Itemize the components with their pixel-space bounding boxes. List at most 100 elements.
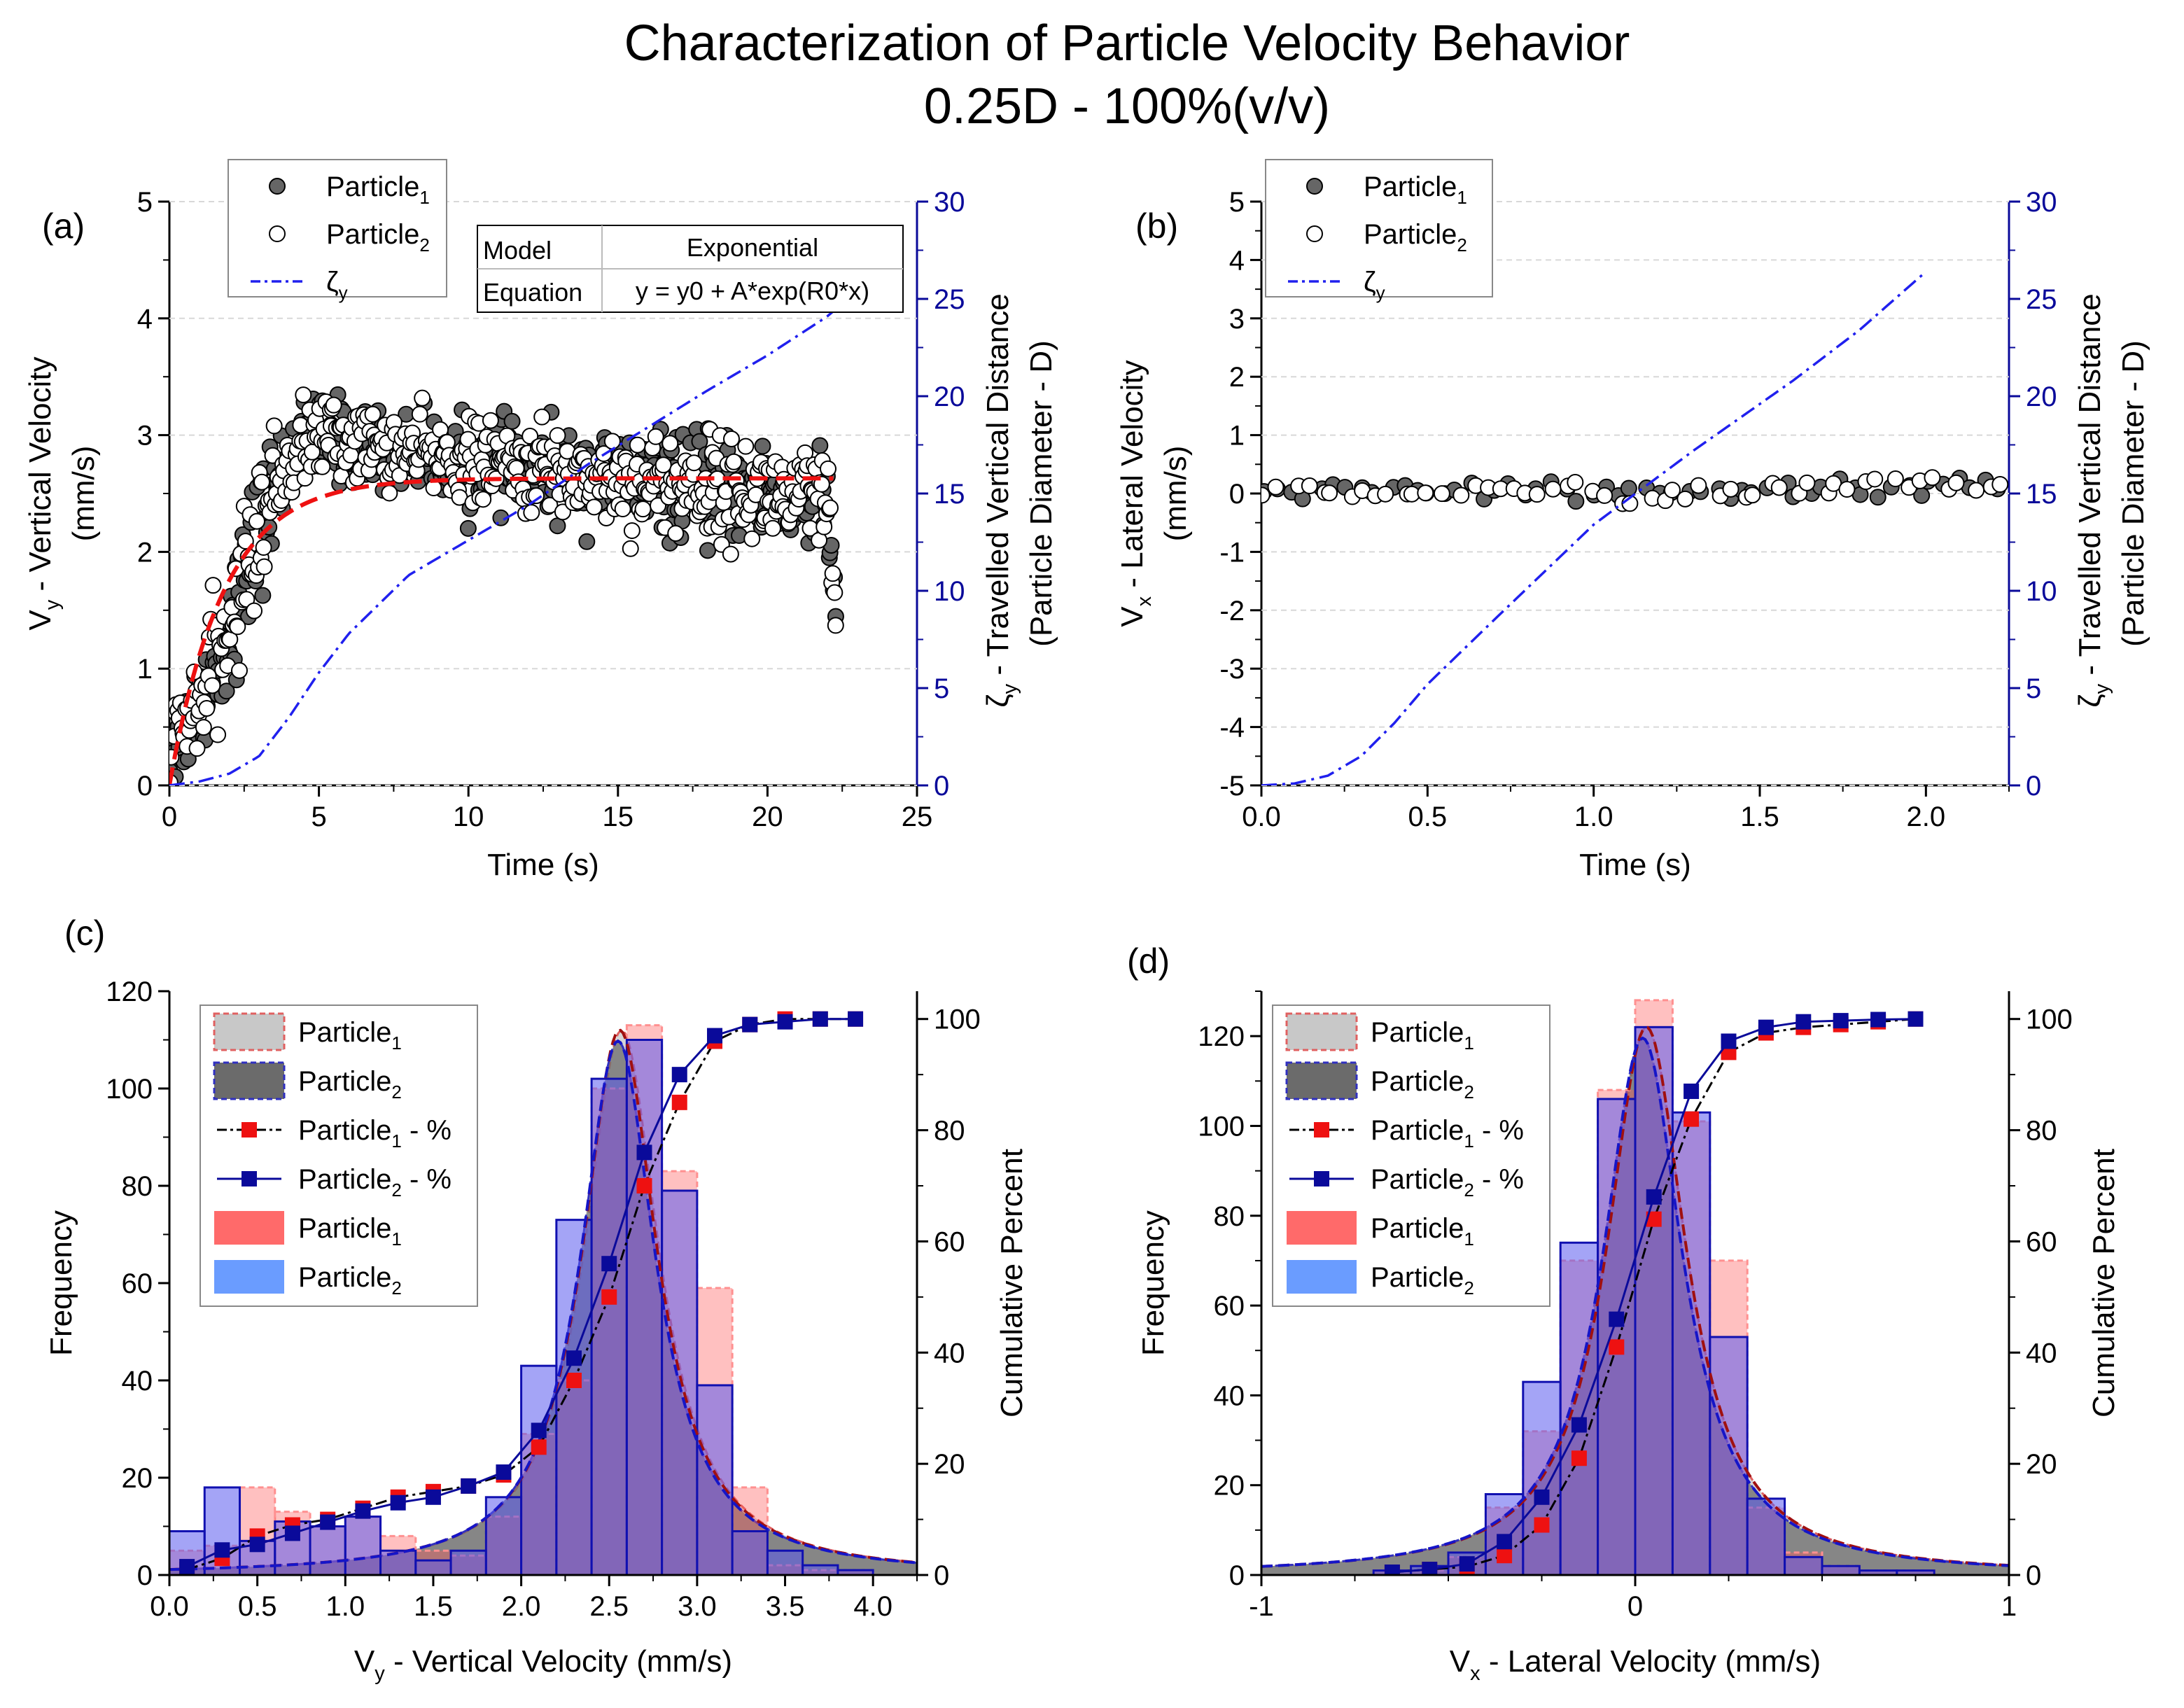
particle1-point [254, 587, 272, 604]
particle2-point [188, 740, 206, 757]
x-tick-label: 5 [311, 802, 326, 832]
particle2-bar [414, 1559, 452, 1575]
particle2-point [603, 433, 621, 450]
particle2-point [629, 436, 646, 454]
particle2-bar [1709, 1336, 1749, 1575]
particle2-point [198, 699, 216, 717]
y2-tick-label: 80 [934, 1116, 965, 1147]
particle2-point [737, 438, 755, 455]
y2-tick-label: 10 [2026, 576, 2057, 607]
legend-swatch [214, 1211, 284, 1245]
y-tick-label: 0 [137, 771, 153, 802]
particle2-point [204, 577, 222, 594]
particle2-point [195, 719, 212, 736]
y-tick-label: 60 [1214, 1291, 1245, 1322]
particle2-cumulative-marker [425, 1489, 441, 1505]
legend-swatch [1285, 1061, 1358, 1100]
particle1-cumulative-marker [566, 1373, 582, 1388]
particle2-point [507, 459, 525, 477]
legend-marker [269, 225, 286, 242]
y-axis-label-units: (mm/s) [66, 446, 101, 542]
x-tick-label: 10 [453, 802, 484, 832]
particle2-point [1866, 470, 1884, 488]
y-tick-label: 120 [1198, 1021, 1245, 1052]
y-axis-label: Vy - Vertical Velocity [23, 356, 64, 630]
legend-box [1265, 159, 1493, 298]
figure-title: Characterization of Particle Velocity Be… [624, 15, 1630, 71]
y-tick-label: 100 [1198, 1111, 1245, 1142]
particle2-point [1991, 475, 2009, 493]
particle2-point [411, 405, 428, 423]
particle2-cumulative-marker [320, 1514, 336, 1530]
y2-axis-label: ζy - Travelled Vertical Distance [2073, 293, 2113, 707]
x-axis-label: Vx - Lateral Velocity (mm/s) [1450, 1644, 1821, 1685]
particle1-point [459, 519, 477, 537]
particle2-cumulative-marker [1833, 1013, 1849, 1029]
y-tick-label: -5 [1219, 771, 1245, 802]
particle2-point [541, 496, 559, 514]
particle2-point [549, 427, 566, 444]
particle2-point [209, 726, 227, 743]
particle2-point [265, 417, 283, 435]
particle2-cumulative-marker [461, 1478, 477, 1494]
x-tick-label: 0.0 [150, 1591, 189, 1622]
y-tick-label: 40 [122, 1366, 153, 1396]
particle2-point [1968, 482, 1985, 499]
plot-area [169, 307, 844, 785]
y2-tick-label: 5 [934, 673, 949, 704]
particle2-point [1744, 486, 1761, 504]
particle2-point [722, 545, 739, 563]
particle2-bar [379, 1549, 417, 1575]
plot-area [1261, 270, 2009, 785]
legend-label: Particle1 [1371, 1017, 1474, 1054]
particle2-point [725, 453, 743, 470]
y2-axis-label: Cumulative Percent [995, 1149, 1029, 1418]
y2-tick-label: 15 [2026, 479, 2057, 510]
particle2-point [533, 408, 551, 426]
y-tick-label: -2 [1219, 596, 1245, 626]
particle2-point [1544, 480, 1562, 498]
legend-label: ζy [326, 267, 348, 303]
particle2-cumulative-marker [1609, 1311, 1625, 1327]
particle2-cumulative-marker [249, 1536, 265, 1553]
particle2-bar [802, 1564, 839, 1575]
x-tick-label: 3.0 [678, 1591, 717, 1622]
legend-swatch [213, 1061, 286, 1100]
y-tick-label: 40 [1214, 1380, 1245, 1411]
y2-tick-label: 0 [934, 1560, 949, 1591]
y-tick-label: 1 [1229, 421, 1245, 451]
particle2-point [248, 512, 265, 530]
particle2-point [623, 522, 640, 540]
legend-marker [241, 1171, 257, 1186]
particle2-point [528, 487, 545, 505]
y2-tick-label: 60 [934, 1226, 965, 1257]
y-tick-label: 0 [137, 1560, 153, 1591]
particle1-point [503, 412, 521, 430]
y2-tick-label: 25 [2026, 284, 2057, 315]
x-tick-label: -1 [1249, 1591, 1274, 1622]
particle2-point [314, 458, 331, 475]
particle2-point [585, 498, 603, 516]
y-tick-label: 80 [1214, 1201, 1245, 1232]
y2-tick-label: 15 [934, 479, 965, 510]
particle2-cumulative-marker [636, 1144, 652, 1161]
particle1-point [699, 542, 717, 559]
particle2-cumulative-marker [1907, 1011, 1924, 1027]
fit-table-header-exponential: Exponential [687, 233, 818, 262]
y2-axis-label: Cumulative Percent [2087, 1149, 2121, 1418]
panel-label: (d) [1127, 941, 1170, 981]
x-tick-label: 0 [162, 802, 177, 832]
particle2-bar [696, 1384, 734, 1575]
legend-label: Particle1 [1371, 1213, 1474, 1250]
particle1-point [1869, 489, 1886, 506]
particle2-cumulative-marker [355, 1503, 371, 1519]
legend-label: Particle2 [1364, 219, 1467, 255]
particle2-cumulative-marker [777, 1014, 793, 1030]
legend-marker [1306, 225, 1323, 242]
y-tick-label: -1 [1219, 537, 1245, 568]
particle2-cumulative-marker [1870, 1011, 1886, 1028]
particle2-point [764, 519, 781, 537]
particle1-point [549, 517, 566, 535]
x-tick-label: 2.5 [589, 1591, 629, 1622]
y2-tick-label: 5 [2026, 673, 2041, 704]
